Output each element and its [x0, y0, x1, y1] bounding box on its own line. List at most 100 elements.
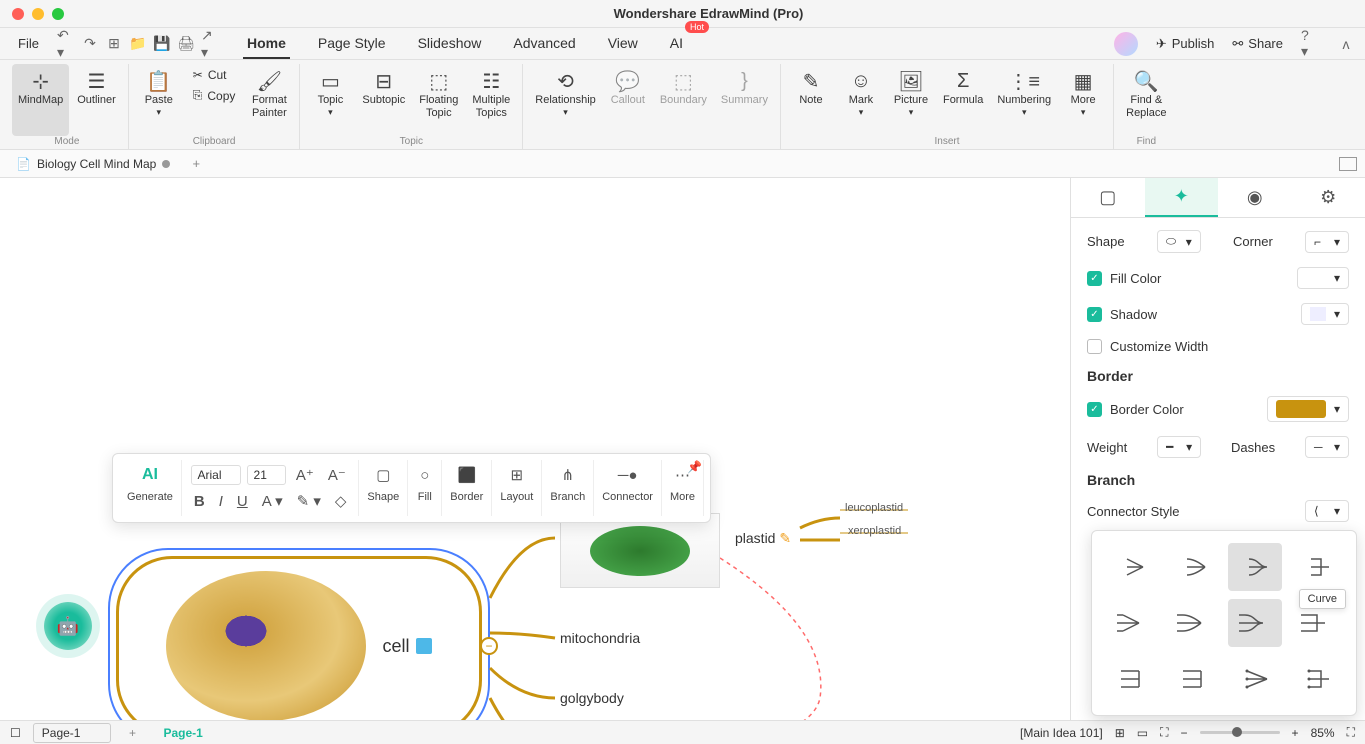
redo-icon[interactable]: ↷ — [81, 35, 99, 53]
fill-button[interactable]: Fill — [418, 491, 432, 503]
connector-option-3[interactable] — [1228, 543, 1282, 591]
mindmap-mode-button[interactable]: ⊹ MindMap — [12, 64, 69, 136]
connector-option-9[interactable] — [1104, 655, 1158, 703]
font-family-select[interactable]: Arial — [191, 465, 241, 485]
relationship-button[interactable]: ⟲ Relationship ▾ — [529, 64, 602, 136]
picture-button[interactable]: 🖼Picture▾ — [887, 64, 935, 136]
connector-option-5[interactable] — [1104, 599, 1158, 647]
shadow-dropdown[interactable]: ▾ — [1301, 303, 1349, 325]
customize-width-checkbox[interactable] — [1087, 339, 1102, 354]
zoom-slider[interactable] — [1200, 731, 1280, 734]
topic-button[interactable]: ▭ Topic ▾ — [306, 64, 354, 136]
branch-mitochondria[interactable]: mitochondria — [560, 630, 640, 646]
corner-dropdown[interactable]: ⌐▾ — [1305, 231, 1349, 253]
layout-button[interactable]: Layout — [500, 491, 533, 503]
help-icon[interactable]: ? ▾ — [1301, 35, 1319, 53]
format-painter-button[interactable]: 🖌 Format Painter — [245, 64, 293, 136]
tab-view[interactable]: View — [604, 29, 642, 59]
more-float-button[interactable]: More — [670, 491, 695, 503]
connector-option-6[interactable] — [1166, 599, 1220, 647]
page-tab[interactable]: Page-1 — [153, 726, 212, 740]
sub-xeroplastid[interactable]: xeroplastid — [848, 525, 901, 537]
numbering-button[interactable]: ⋮≡Numbering▾ — [991, 64, 1057, 136]
maximize-window[interactable] — [52, 8, 64, 20]
zoom-level[interactable]: 85% — [1311, 726, 1335, 740]
connector-style-dropdown[interactable]: ⟨▾ — [1305, 500, 1349, 522]
more-button[interactable]: ▦More▾ — [1059, 64, 1107, 136]
note-button[interactable]: ✎Note — [787, 64, 835, 136]
fullscreen-icon[interactable]: ⛶ — [1160, 725, 1168, 740]
border-color-checkbox[interactable]: ✓ — [1087, 402, 1102, 417]
shape-button[interactable]: Shape — [367, 491, 399, 503]
font-size-select[interactable]: 21 — [247, 465, 286, 485]
fit-page-icon[interactable]: ▭ — [1137, 726, 1148, 740]
font-color-icon[interactable]: A ▾ — [258, 490, 287, 512]
share-button[interactable]: ⚯ Share — [1232, 36, 1283, 52]
formula-button[interactable]: ΣFormula — [937, 64, 989, 136]
connector-option-10[interactable] — [1166, 655, 1220, 703]
copy-button[interactable]: ⎘ Copy — [189, 86, 240, 105]
generate-button[interactable]: Generate — [127, 491, 173, 503]
panel-tab-settings[interactable]: ⚙ — [1292, 178, 1365, 217]
bold-icon[interactable]: B — [190, 491, 209, 512]
close-window[interactable] — [12, 8, 24, 20]
weight-dropdown[interactable]: ━▾ — [1157, 436, 1201, 458]
connector-option-12[interactable] — [1290, 655, 1344, 703]
note-indicator-icon[interactable] — [416, 638, 432, 654]
page-selector[interactable]: Page-1 — [33, 723, 112, 743]
sub-leucoplastid[interactable]: leucoplastid — [845, 502, 903, 514]
tab-advanced[interactable]: Advanced — [509, 29, 579, 59]
export-icon[interactable]: ↗ ▾ — [201, 35, 219, 53]
shape-dropdown[interactable]: ⬭▾ — [1157, 230, 1201, 253]
undo-icon[interactable]: ↶ ▾ — [57, 35, 75, 53]
mark-button[interactable]: ☺Mark▾ — [837, 64, 885, 136]
panel-tab-tag[interactable]: ◉ — [1218, 178, 1292, 217]
underline-icon[interactable]: U — [233, 491, 252, 512]
connector-button[interactable]: Connector — [602, 491, 653, 503]
ai-assistant-button[interactable]: 🤖 — [44, 602, 92, 650]
connector-option-7[interactable] — [1228, 599, 1282, 647]
file-menu[interactable]: File — [10, 32, 47, 55]
shadow-checkbox[interactable]: ✓ — [1087, 307, 1102, 322]
panel-toggle-button[interactable] — [1339, 157, 1357, 171]
multiple-topics-button[interactable]: ☷ Multiple Topics — [466, 64, 516, 136]
zoom-out-button[interactable]: − — [1181, 726, 1188, 740]
panel-tab-style[interactable]: ▢ — [1071, 178, 1145, 217]
outliner-mode-button[interactable]: ☰ Outliner — [71, 64, 122, 136]
branch-plastid[interactable]: plastid ✎ — [735, 530, 791, 547]
subtopic-button[interactable]: ⊟ Subtopic — [356, 64, 411, 136]
collapse-button[interactable]: − — [480, 637, 498, 655]
dashes-dropdown[interactable]: ─▾ — [1305, 436, 1349, 458]
decrease-font-icon[interactable]: A⁻ — [324, 464, 350, 486]
canvas-area[interactable]: AI Generate Arial 21 A⁺ A⁻ B I U A ▾ ✎ ▾… — [0, 178, 1070, 720]
connector-option-11[interactable] — [1228, 655, 1282, 703]
summary-button[interactable]: } Summary — [715, 64, 774, 136]
tab-ai[interactable]: AI Hot — [666, 29, 687, 59]
paste-button[interactable]: 📋 Paste ▾ — [135, 64, 183, 136]
zoom-in-button[interactable]: + — [1292, 726, 1299, 740]
view-mode-icon[interactable]: ☐ — [10, 726, 21, 740]
border-color-dropdown[interactable]: ▾ — [1267, 396, 1349, 422]
boundary-button[interactable]: ⬚ Boundary — [654, 64, 713, 136]
floating-topic-button[interactable]: ⬚ Floating Topic — [413, 64, 464, 136]
panel-tab-format[interactable]: ✦ — [1145, 178, 1219, 217]
add-document-button[interactable]: + — [186, 154, 206, 174]
new-icon[interactable]: ⊞ — [105, 35, 123, 53]
pin-icon[interactable]: 📌 — [687, 460, 702, 474]
collapse-ribbon-icon[interactable]: ʌ — [1337, 35, 1355, 53]
cut-button[interactable]: ✂ Cut — [189, 66, 240, 84]
save-icon[interactable]: 💾 — [153, 35, 171, 53]
print-icon[interactable]: 🖨 — [177, 35, 195, 53]
find-replace-button[interactable]: 🔍 Find & Replace — [1120, 64, 1172, 136]
minimize-window[interactable] — [32, 8, 44, 20]
publish-button[interactable]: ✈ Publish — [1156, 36, 1215, 52]
fill-color-checkbox[interactable]: ✓ — [1087, 271, 1102, 286]
tab-slideshow[interactable]: Slideshow — [414, 29, 486, 59]
branch-button[interactable]: Branch — [550, 491, 585, 503]
connector-option-1[interactable] — [1104, 543, 1158, 591]
border-button[interactable]: Border — [450, 491, 483, 503]
root-node[interactable]: cell − — [108, 548, 490, 720]
document-tab[interactable]: 📄 Biology Cell Mind Map — [8, 153, 178, 175]
add-page-button[interactable]: + — [123, 724, 141, 742]
expand-icon[interactable]: ⛶ — [1347, 725, 1355, 740]
